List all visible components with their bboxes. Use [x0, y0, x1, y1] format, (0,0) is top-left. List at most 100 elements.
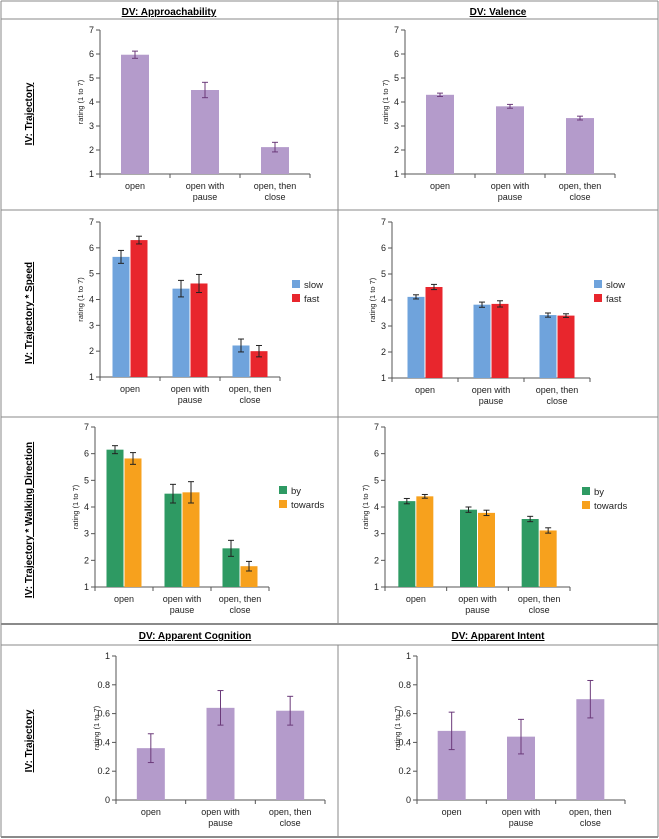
c42-y-tick-label: 0.4 — [398, 737, 411, 747]
c21-category-label-2: close — [239, 395, 260, 405]
c42-y-axis-label: rating (1 to 7) — [393, 705, 402, 750]
c42-y-tick-label: 0.2 — [398, 766, 411, 776]
c41-category-label-2: close — [280, 818, 301, 828]
c21-legend-swatch-slow — [292, 280, 300, 288]
c31-bar-by-0 — [106, 449, 124, 587]
c31-y-tick-label: 5 — [84, 475, 89, 485]
c21-y-tick-label: 7 — [89, 217, 94, 227]
row-label-trajectory-walking-direction: IV: Trajectory * Walking Direction — [24, 442, 35, 598]
c31-category-label-1: pause — [170, 605, 195, 615]
c22-bar-slow-0 — [407, 296, 425, 378]
c32-legend-swatch-towards — [582, 501, 590, 509]
c31-bar-by-1 — [164, 493, 182, 587]
c22-y-tick-label: 6 — [381, 243, 386, 253]
c32-y-tick-label: 1 — [374, 582, 379, 592]
c12-category-label-2: open, then — [559, 181, 602, 191]
c12-category-label-0: open — [430, 181, 450, 191]
c41-y-tick-label: 0.8 — [97, 680, 110, 690]
c12-bar-value-2 — [566, 118, 594, 174]
c21-y-tick-label: 3 — [89, 320, 94, 330]
c11-y-tick-label: 7 — [89, 25, 94, 35]
c41-category-label-0: open — [141, 807, 161, 817]
c12-y-tick-label: 6 — [394, 49, 399, 59]
c22-legend-label-slow: slow — [606, 280, 625, 291]
c22-y-tick-label: 3 — [381, 321, 386, 331]
c31-y-axis-label: rating (1 to 7) — [71, 484, 80, 529]
c21-bar-fast-1 — [190, 283, 208, 377]
c31-y-tick-label: 1 — [84, 582, 89, 592]
c21-bar-fast-0 — [130, 240, 148, 377]
row-label-trajectory-intent: IV: Trajectory — [24, 709, 35, 772]
c22-bar-slow-1 — [473, 304, 491, 378]
c11-bar-value-0 — [121, 54, 149, 174]
c12-category-label-1: open with — [491, 181, 530, 191]
c41-category-label-1: open with — [201, 807, 240, 817]
c22-bar-fast-2 — [557, 315, 575, 378]
c32-legend-label-towards: towards — [594, 501, 628, 512]
c32-category-label-1: open with — [458, 594, 497, 604]
c21-category-label-0: open — [120, 384, 140, 394]
c11-y-axis-label: rating (1 to 7) — [76, 79, 85, 124]
c21-y-tick-label: 4 — [89, 295, 94, 305]
header-valence: DV: Valence — [470, 7, 527, 18]
header-apparent-intent: DV: Apparent Intent — [452, 631, 546, 642]
c31-bar-towards-1 — [182, 492, 200, 587]
c32-category-label-0: open — [406, 594, 426, 604]
c31-bar-towards-0 — [124, 458, 142, 587]
header-apparent-cognition: DV: Apparent Cognition — [139, 631, 251, 642]
c11-category-label-0: open — [125, 181, 145, 191]
c12-y-tick-label: 1 — [394, 169, 399, 179]
c41-y-tick-label: 0.4 — [97, 737, 110, 747]
c41-y-axis-label: rating (1 to 7) — [92, 705, 101, 750]
c31-y-tick-label: 2 — [84, 555, 89, 565]
c32-legend-swatch-by — [582, 487, 590, 495]
c32-bar-towards-0 — [416, 496, 434, 587]
c21-category-label-2: open, then — [229, 384, 272, 394]
row-label-trajectory: IV: Trajectory — [24, 82, 35, 145]
c11-category-label-1: pause — [193, 192, 218, 202]
header-approachability: DV: Approachability — [122, 7, 217, 18]
c22-bar-fast-0 — [425, 287, 443, 378]
c22-category-label-1: pause — [479, 396, 504, 406]
c31-y-tick-label: 6 — [84, 449, 89, 459]
c32-y-axis-label: rating (1 to 7) — [361, 484, 370, 529]
c21-y-axis-label: rating (1 to 7) — [76, 277, 85, 322]
c11-category-label-2: close — [264, 192, 285, 202]
c42-y-tick-label: 0 — [406, 795, 411, 805]
c11-y-tick-label: 4 — [89, 97, 94, 107]
c21-category-label-1: pause — [178, 395, 203, 405]
c41-y-tick-label: 0 — [105, 795, 110, 805]
c12-category-label-2: close — [569, 192, 590, 202]
c21-bar-fast-2 — [250, 351, 268, 377]
c31-category-label-2: close — [229, 605, 250, 615]
c22-y-tick-label: 4 — [381, 295, 386, 305]
c11-bar-value-1 — [191, 90, 219, 174]
c31-y-tick-label: 4 — [84, 502, 89, 512]
c42-category-label-0: open — [442, 807, 462, 817]
c32-bar-by-2 — [521, 519, 539, 587]
c22-category-label-1: open with — [472, 385, 511, 395]
c22-category-label-2: close — [546, 396, 567, 406]
c31-category-label-1: open with — [163, 594, 202, 604]
c22-legend-label-fast: fast — [606, 294, 622, 305]
c31-legend-swatch-towards — [279, 500, 287, 508]
c32-y-tick-label: 5 — [374, 475, 379, 485]
c32-y-tick-label: 2 — [374, 555, 379, 565]
c21-legend-label-fast: fast — [304, 294, 320, 305]
c22-category-label-2: open, then — [536, 385, 579, 395]
c21-legend-label-slow: slow — [304, 280, 323, 291]
c31-y-tick-label: 7 — [84, 422, 89, 432]
c22-legend-swatch-fast — [594, 294, 602, 302]
c12-y-axis-label: rating (1 to 7) — [381, 79, 390, 124]
c22-y-tick-label: 1 — [381, 373, 386, 383]
c32-y-tick-label: 3 — [374, 529, 379, 539]
c22-y-tick-label: 5 — [381, 269, 386, 279]
c12-y-tick-label: 2 — [394, 145, 399, 155]
c22-y-tick-label: 7 — [381, 217, 386, 227]
c41-y-tick-label: 0.6 — [97, 709, 110, 719]
c21-y-tick-label: 5 — [89, 269, 94, 279]
c12-y-tick-label: 5 — [394, 73, 399, 83]
c31-legend-swatch-by — [279, 486, 287, 494]
